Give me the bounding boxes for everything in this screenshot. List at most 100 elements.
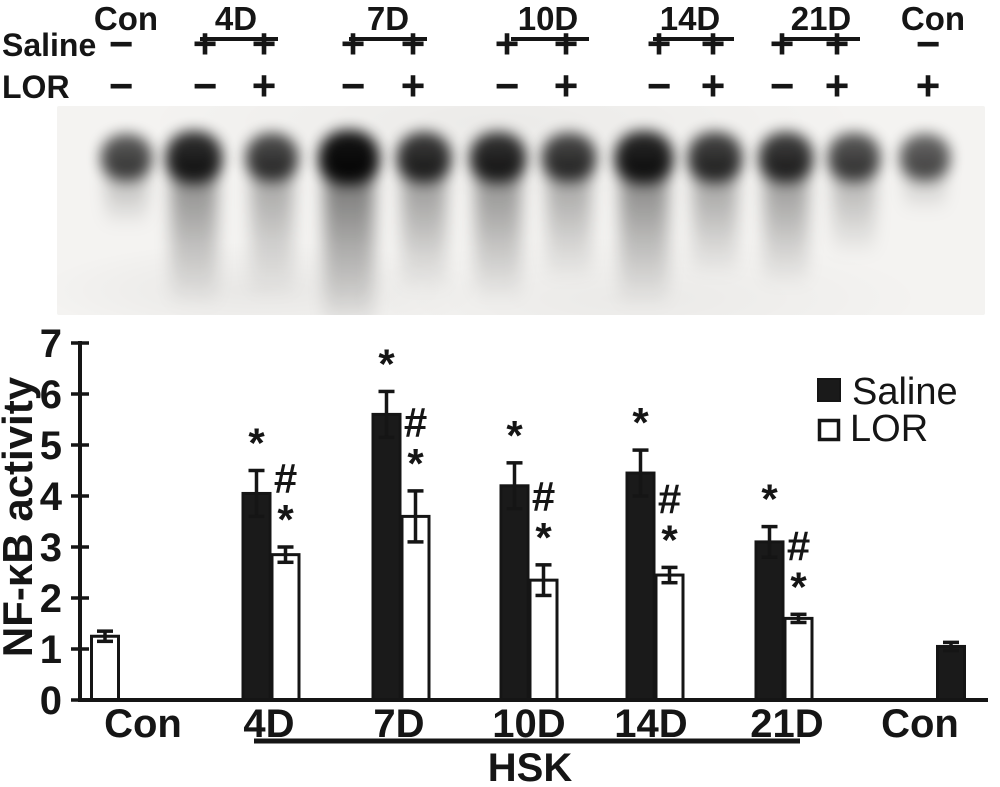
lane-group-label-21d-5: 21D (790, 0, 852, 37)
lor-symbol-lane-4: − (340, 62, 366, 109)
lor-symbol-lane-9: + (700, 62, 726, 109)
lane-condition-header: Saline LOR Con 4D 7D 10D 14D 21D Con − − + − + + + − +… (0, 0, 1000, 109)
blot-band-11 (828, 133, 880, 181)
sig-mark-hash-2-lor: # (404, 399, 427, 446)
sig-mark-hash-5-lor: # (787, 522, 810, 569)
bar-3-10d-saline (499, 484, 530, 702)
y-tick-label-5: 5 (40, 424, 62, 468)
sig-mark-hash-4-lor: # (658, 475, 681, 522)
lor-symbol-lane-6: − (494, 62, 520, 109)
bar-4-14d-lor (654, 573, 685, 702)
saline-symbol-lane-8: + (646, 20, 672, 67)
bar-3-10d-lor (528, 578, 559, 702)
sig-mark-star-4-lor: * (661, 516, 678, 563)
y-tick-label-3: 3 (40, 526, 62, 570)
y-tick-label-2: 2 (40, 577, 62, 621)
saline-symbol-lane-7: + (553, 20, 579, 67)
lor-symbol-lane-5: + (400, 62, 426, 109)
legend-swatch-lor (817, 418, 841, 442)
saline-symbol-lane-4: + (340, 20, 366, 67)
saline-symbol-lane-9: + (700, 20, 726, 67)
sig-mark-star-2-saline: * (378, 340, 395, 387)
emsa-blot-image (57, 106, 985, 315)
blot-smear-12 (905, 157, 945, 212)
sig-mark-star-1-lor: * (277, 496, 294, 543)
blot-smear-3 (250, 157, 294, 297)
sig-mark-hash-3-lor: # (532, 473, 555, 520)
y-tick-label-4: 4 (40, 475, 63, 519)
lor-row-label: LOR (2, 69, 70, 105)
sig-mark-star-3-saline: * (506, 412, 523, 459)
x-label-6-con: Con (881, 702, 959, 746)
saline-symbol-lane-11: + (824, 20, 850, 67)
group-underline-21d (780, 37, 860, 41)
lor-symbol-lane-7: + (553, 62, 579, 109)
saline-symbol-lane-1: − (108, 20, 134, 67)
lane-group-label-con-0: Con (93, 0, 159, 37)
blot-band-7 (542, 132, 596, 182)
legend: Saline LOR (817, 371, 958, 450)
bar-4-14d-saline (625, 471, 656, 702)
bar-2-7d-lor (400, 514, 431, 702)
lor-symbol-lane-1: − (108, 62, 134, 109)
lor-symbol-lane-10: − (769, 62, 795, 109)
x-label-0-con: Con (104, 702, 182, 746)
bar-6-con-saline (936, 644, 966, 702)
y-tick-label-7: 7 (40, 322, 62, 366)
blot-band-6 (470, 131, 526, 183)
hsk-label: HSK (488, 746, 573, 787)
lane-group-label-7d-2: 7D (366, 0, 410, 37)
lane-group-label-14d-4: 14D (659, 0, 721, 37)
blot-smear-4 (324, 157, 374, 315)
lor-symbol-lane-8: − (646, 62, 672, 109)
bar-1-4d-lor (270, 553, 301, 702)
lane-group-label-4d-1: 4D (214, 0, 258, 37)
lor-symbol-lane-11: + (824, 62, 850, 109)
blot-smear-9 (693, 157, 737, 277)
blot-smear-10 (763, 157, 809, 287)
legend-label-lor: LOR (850, 408, 928, 450)
y-tick-label-6: 6 (40, 373, 62, 417)
blot-band-2 (165, 131, 223, 183)
lor-symbol-lane-12: + (915, 62, 941, 109)
saline-symbol-lane-10: + (769, 20, 795, 67)
sig-mark-star-5-saline: * (761, 476, 778, 523)
bar-0-con-lor (90, 634, 120, 702)
blot-smear-6 (475, 157, 521, 302)
axes (78, 341, 988, 702)
lane-group-label-con-6: Con (900, 0, 966, 37)
blot-smear-2 (170, 157, 218, 307)
legend-label-saline: Saline (852, 371, 958, 413)
group-underline-10d (511, 37, 589, 41)
group-underline-4d (200, 37, 278, 41)
legend-swatch-saline (817, 378, 841, 402)
sig-mark-star-5-lor: * (790, 563, 807, 610)
bar-5-21d-lor (783, 616, 814, 702)
sig-mark-star-1-saline: * (248, 420, 265, 467)
lor-symbol-lane-3: + (251, 62, 277, 109)
saline-symbol-lane-12: − (915, 20, 941, 67)
saline-row-label: Saline (2, 27, 97, 63)
sig-mark-hash-1-lor: # (274, 455, 297, 502)
bar-5-21d-saline (754, 540, 785, 702)
y-axis-title: NF-κB activity (0, 376, 41, 657)
group-underline-7d (349, 37, 427, 41)
blot-smear-11 (833, 157, 875, 257)
blot-band-5 (396, 132, 452, 182)
blot-band-3 (245, 132, 299, 182)
blot-smear-1 (105, 157, 147, 227)
sig-mark-star-4-saline: * (632, 399, 649, 446)
y-tick-label-0: 0 (40, 679, 62, 723)
blot-band-9 (688, 132, 742, 182)
blot-band-12 (900, 134, 950, 180)
blot-smear-7 (547, 157, 591, 282)
bar-2-7d-saline (371, 412, 402, 702)
saline-symbol-lane-5: + (400, 20, 426, 67)
y-tick-label-1: 1 (40, 628, 62, 672)
group-underline-14d (653, 37, 734, 41)
saline-symbol-lane-2: + (192, 20, 218, 67)
blot-smear-5 (401, 157, 447, 292)
sig-mark-star-3-lor: * (535, 514, 552, 561)
